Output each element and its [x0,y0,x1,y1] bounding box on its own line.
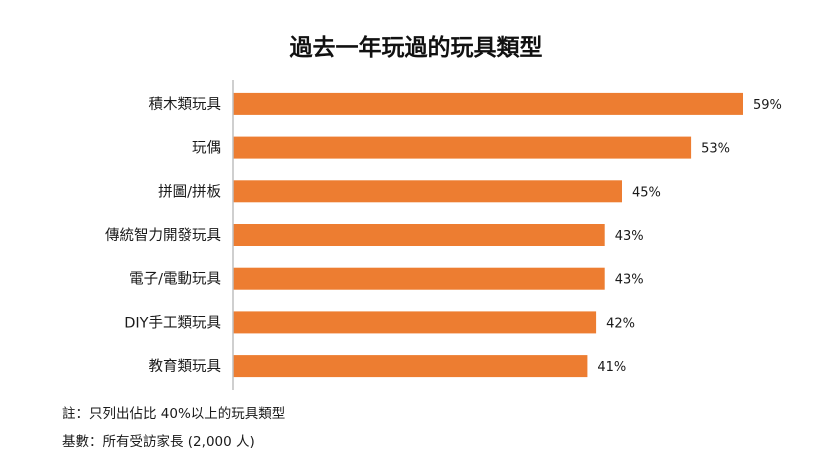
chart-title: 過去一年玩過的玩具類型 [289,35,543,61]
category-label-1: 玩偶 [192,140,221,157]
category-label-6: 教育類玩具 [149,358,222,375]
value-label-5: 42% [606,316,635,331]
bar-0 [233,92,743,115]
bar-1 [233,136,692,159]
value-label-6: 41% [597,360,626,375]
bar-4 [233,267,605,290]
value-label-2: 45% [632,185,661,200]
bar-3 [233,224,605,246]
value-label-4: 43% [615,273,644,288]
value-label-3: 43% [615,229,644,244]
bar-2 [233,180,622,203]
category-label-0: 積木類玩具 [149,96,222,113]
value-label-1: 53% [701,142,730,157]
category-label-2: 拼圖/拼板 [158,182,221,200]
category-label-3: 傳統智力開發玩具 [105,227,221,244]
footnote-base: 基數：所有受訪家長 (2,000 人) [62,434,255,450]
bar-6 [233,355,588,378]
category-label-5: DIY手工類玩具 [124,314,221,331]
bar-5 [233,311,597,334]
footnote-note: 註：只列出佔比 40%以上的玩具類型 [62,406,286,422]
value-label-0: 59% [753,98,782,113]
category-label-4: 電子/電動玩具 [129,271,221,288]
